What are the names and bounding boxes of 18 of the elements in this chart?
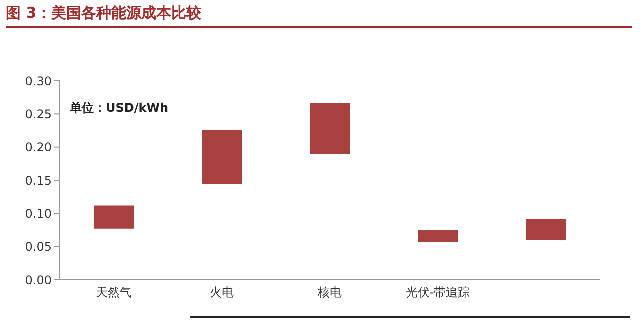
y-tick-label: 0.10 <box>25 206 52 221</box>
bar <box>526 218 566 240</box>
bar <box>202 130 242 184</box>
y-tick-label: 0.25 <box>25 107 52 122</box>
x-tick-label: 核电 <box>317 286 342 300</box>
y-tick-label: 0.00 <box>25 273 52 288</box>
y-tick-label: 0.15 <box>25 174 52 188</box>
x-tick-label: 天然气 <box>96 286 132 300</box>
bar <box>94 206 134 229</box>
y-tick-label: 0.05 <box>25 240 52 254</box>
x-tick-label: 火电 <box>210 286 234 300</box>
bar <box>418 230 458 242</box>
y-tick-label: 0.30 <box>25 74 52 88</box>
x-tick-label: 光伏-带追踪 <box>406 286 470 300</box>
chart-title: 图 3：美国各种能源成本比较 <box>6 4 632 28</box>
annotation: 单位：USD/kWh <box>70 100 168 117</box>
bar <box>310 104 350 154</box>
y-tick-label: 0.20 <box>25 140 52 155</box>
